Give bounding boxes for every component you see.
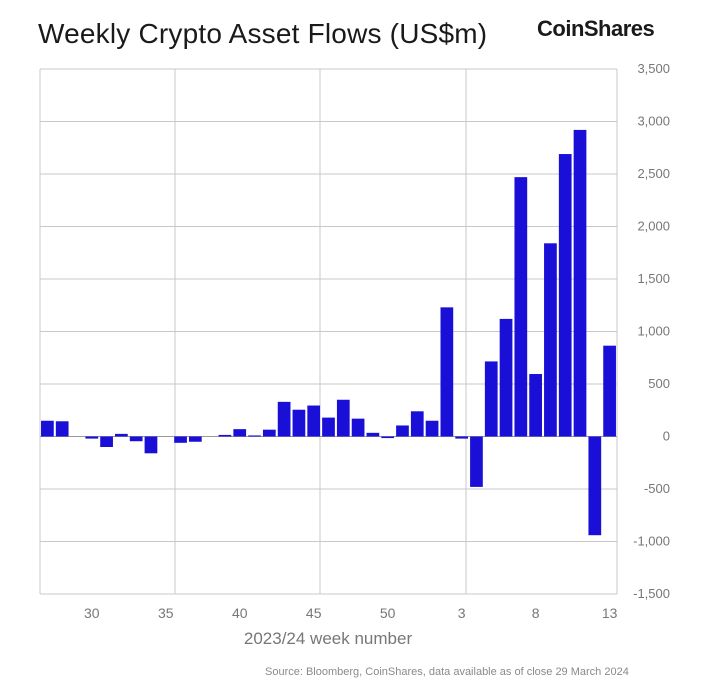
brand-logo: CoinShares xyxy=(537,16,655,41)
bar-week-37 xyxy=(188,436,202,442)
bar-week-50 xyxy=(381,436,395,439)
y-tick-label: 0 xyxy=(663,429,670,444)
bar-week-51 xyxy=(396,425,409,437)
x-tick-label: 45 xyxy=(306,605,322,621)
bar-week-11 xyxy=(573,129,587,437)
bar-week-30 xyxy=(85,436,99,439)
y-tick-label: -1,000 xyxy=(633,534,670,549)
source-note: Source: Bloomberg, CoinShares, data avai… xyxy=(265,666,629,678)
bar-week-8 xyxy=(529,374,542,437)
bar-week-32 xyxy=(115,433,128,437)
bar-week-4 xyxy=(470,436,483,487)
y-tick-label: 2,000 xyxy=(637,219,670,234)
x-tick-label: 8 xyxy=(532,605,540,621)
y-tick-label: 2,500 xyxy=(637,166,670,181)
x-tick-label: 30 xyxy=(84,605,100,621)
bar-week-46 xyxy=(322,417,335,437)
y-tick-label: -500 xyxy=(644,481,670,496)
bar-week-44 xyxy=(292,409,306,437)
bar-week-13 xyxy=(603,345,616,437)
y-tick-label: -1,500 xyxy=(633,586,670,601)
bar-week-40 xyxy=(233,429,247,437)
x-axis-label: 2023/24 week number xyxy=(244,629,413,648)
bar-week-47 xyxy=(336,399,350,437)
bar-week-28 xyxy=(55,421,69,437)
bar-week-41 xyxy=(248,435,261,437)
y-tick-label: 1,500 xyxy=(637,271,670,286)
bar-week-6 xyxy=(499,318,513,437)
bar-week-7 xyxy=(514,177,528,437)
x-tick-label: 35 xyxy=(158,605,174,621)
y-tick-label: 3,000 xyxy=(637,114,670,129)
y-tick-label: 500 xyxy=(648,376,670,391)
bar-week-48 xyxy=(351,418,365,437)
x-tick-label: 3 xyxy=(458,605,466,621)
bar-week-27 xyxy=(41,420,54,437)
bar-week-10 xyxy=(558,154,572,437)
bar-week-49 xyxy=(366,432,380,437)
bar-week-39 xyxy=(218,434,232,437)
x-tick-label: 40 xyxy=(232,605,248,621)
bar-week-52 xyxy=(410,411,424,437)
bar-week-5 xyxy=(484,361,498,437)
bar-week-43 xyxy=(277,401,291,437)
bar-week-45 xyxy=(307,405,321,437)
bar-week-2 xyxy=(440,307,454,437)
bar-week-33 xyxy=(129,436,143,442)
bar-week-31 xyxy=(100,436,113,447)
bar-week-42 xyxy=(262,429,276,437)
bar-week-1 xyxy=(425,420,439,437)
bar-week-3 xyxy=(455,436,469,439)
bar-week-9 xyxy=(544,243,557,437)
chart-title: Weekly Crypto Asset Flows (US$m) xyxy=(38,18,488,49)
y-tick-label: 1,000 xyxy=(637,324,670,339)
x-tick-label: 13 xyxy=(602,605,618,621)
bar-week-36 xyxy=(174,436,187,443)
bar-week-12 xyxy=(588,436,602,536)
x-tick-label: 50 xyxy=(380,605,396,621)
y-tick-label: 3,500 xyxy=(637,61,670,76)
bar-week-34 xyxy=(144,436,158,454)
